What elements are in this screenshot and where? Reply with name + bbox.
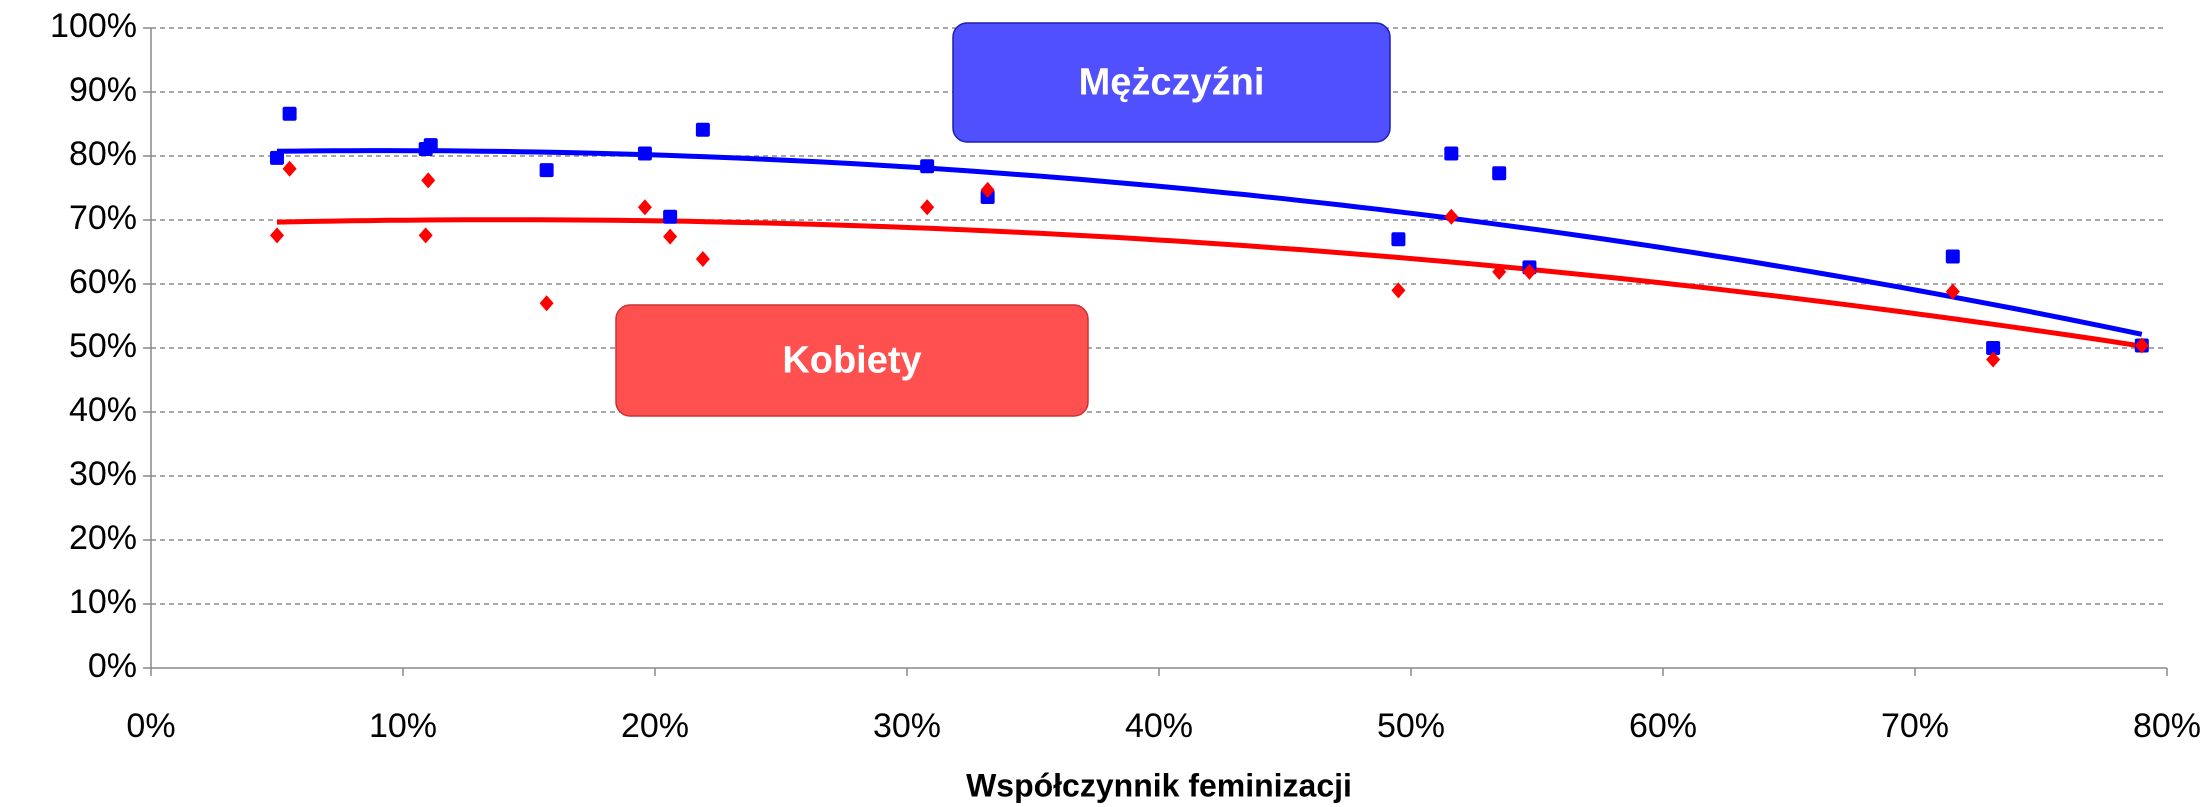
point [1945,283,1960,300]
y-tick-label: 40% [69,391,137,429]
y-tick-label: 10% [69,583,137,621]
x-tick-label: 80% [2133,707,2201,745]
legend-box [615,304,1089,417]
x-tick-label: 20% [621,707,689,745]
point [920,159,935,174]
point [637,146,652,161]
legend-label: Kobiety [782,340,921,382]
point [423,138,438,153]
point [421,172,436,189]
point [695,251,710,268]
point [1492,263,1507,280]
point [1986,351,2001,368]
x-tick-label: 50% [1377,707,1445,745]
point [1444,208,1459,225]
y-tick-label: 90% [69,71,137,109]
point [1986,341,2001,355]
y-tick-label: 60% [69,263,137,301]
y-tick-label: 50% [69,327,137,365]
axes: 0% 10% 20% 30% 40% 50% 60% 70% 80% 90% 100% 0% 10% 20… [50,7,2201,745]
y-tick-label: 30% [69,455,137,493]
point [539,295,554,312]
legend-box [952,22,1391,143]
point [980,181,995,198]
point [418,227,433,244]
y-tick-label: 100% [50,7,137,45]
point [1945,249,1960,264]
point [663,228,678,245]
trendline [276,217,2143,349]
point [270,150,284,165]
point [282,106,297,121]
point [539,163,554,178]
point [2134,337,2149,354]
x-tick-label: 30% [873,707,941,745]
x-tick-label: 60% [1629,707,1697,745]
x-axis-title: Współczynnik feminizacji [966,767,1352,803]
x-tick-label: 10% [369,707,437,745]
point [1522,263,1537,280]
point [1391,282,1406,299]
point [920,199,935,216]
point [1444,146,1459,161]
y-tick-label: 0% [88,647,137,685]
series-labels: Mężczyźni Kobiety [615,22,1391,417]
point [663,209,678,224]
legend-label: Mężczyźni [1079,62,1265,104]
point [282,160,297,177]
y-tick-label: 20% [69,519,137,557]
point [637,199,652,216]
x-tick-label: 0% [126,707,175,745]
point [695,122,710,137]
x-tick-label: 40% [1125,707,1193,745]
point [270,227,284,244]
y-tick-label: 70% [69,199,137,237]
point [1391,232,1406,247]
point [1492,166,1507,181]
x-tick-label: 70% [1881,707,1949,745]
points [270,106,2149,368]
trendline [276,148,2143,337]
y-tick-label: 80% [69,135,137,173]
trendlines [276,148,2143,349]
